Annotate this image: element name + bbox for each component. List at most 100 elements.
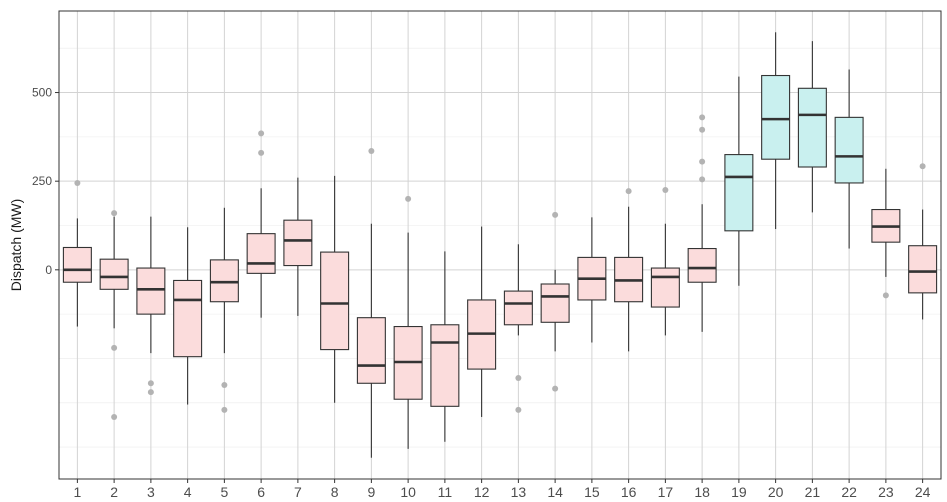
box-5 [209, 207, 239, 413]
box-body [209, 259, 239, 303]
box-body [834, 116, 864, 184]
box-17 [650, 187, 680, 336]
box-body [761, 74, 791, 160]
box-12 [467, 226, 497, 417]
box-series [62, 32, 938, 458]
box-14 [540, 211, 570, 392]
x-tick-label: 1 [73, 484, 81, 500]
box-body [430, 324, 460, 407]
box-11 [430, 251, 460, 442]
box-body [724, 154, 754, 232]
box-body [687, 247, 717, 283]
x-tick-label: 22 [841, 484, 857, 500]
box-body [540, 283, 570, 323]
box-body [503, 290, 533, 326]
outlier-point [882, 292, 889, 299]
box-body [62, 246, 92, 283]
box-16 [614, 188, 644, 352]
x-tick-label: 24 [915, 484, 931, 500]
box-3 [136, 216, 166, 396]
box-body [99, 258, 129, 290]
box-4 [173, 227, 203, 405]
x-tick-label: 5 [220, 484, 228, 500]
outlier-point [258, 149, 265, 156]
box-body [908, 245, 938, 294]
outlier-point [111, 413, 118, 420]
x-tick-label: 23 [878, 484, 894, 500]
outlier-point [258, 130, 265, 137]
outlier-point [699, 176, 706, 183]
y-tick-label: 500 [32, 86, 52, 100]
outlier-point [405, 195, 412, 202]
outlier-point [662, 187, 669, 194]
outlier-point [74, 179, 81, 186]
x-axis: 1 2 3 4 5 6 7 8 9 10 11 12 13 14 15 16 17 18 19 20 21 22 23 24 [73, 479, 931, 500]
minor-gridlines [59, 47, 941, 448]
x-tick-label: 3 [147, 484, 155, 500]
outlier-point [221, 406, 228, 413]
box-10 [393, 195, 423, 449]
major-gridlines [59, 11, 941, 479]
box-6 [246, 130, 276, 318]
outlier-point [699, 126, 706, 133]
y-tick-label: 250 [32, 174, 52, 188]
x-tick-label: 17 [658, 484, 674, 500]
outlier-point [147, 389, 154, 396]
x-tick-label: 19 [731, 484, 747, 500]
outlier-point [368, 148, 375, 155]
x-tick-label: 14 [547, 484, 563, 500]
x-tick-label: 6 [257, 484, 265, 500]
x-tick-label: 7 [294, 484, 302, 500]
box-body [173, 279, 203, 358]
box-9 [356, 148, 386, 458]
box-19 [724, 76, 754, 286]
x-tick-label: 18 [694, 484, 710, 500]
outlier-point [111, 210, 118, 217]
x-tick-label: 11 [438, 484, 453, 500]
x-tick-label: 10 [400, 484, 416, 500]
outlier-point [699, 158, 706, 165]
box-body [246, 233, 276, 274]
x-tick-label: 15 [584, 484, 600, 500]
x-tick-label: 20 [768, 484, 784, 500]
box-21 [797, 41, 827, 213]
box-22 [834, 69, 864, 249]
box-18 [687, 114, 717, 332]
outlier-point [515, 374, 522, 381]
box-23 [871, 168, 901, 299]
outlier-point [221, 382, 228, 389]
x-tick-label: 9 [367, 484, 375, 500]
box-body [283, 219, 313, 267]
box-8 [320, 175, 350, 403]
box-20 [761, 32, 791, 230]
y-axis: 0 250 500 [32, 86, 59, 277]
box-13 [503, 244, 533, 413]
x-tick-label: 21 [805, 484, 821, 500]
box-body [136, 267, 166, 315]
outlier-point [515, 406, 522, 413]
x-tick-label: 13 [511, 484, 527, 500]
box-body [356, 317, 386, 384]
x-tick-label: 12 [474, 484, 490, 500]
box-24 [908, 163, 938, 320]
x-tick-label: 4 [184, 484, 192, 500]
outlier-point [111, 344, 118, 351]
box-7 [283, 177, 313, 316]
outlier-point [552, 385, 559, 392]
box-2 [99, 210, 129, 420]
outlier-point [552, 211, 559, 218]
y-axis-title: Dispatch (MW) [8, 199, 24, 292]
box-body [320, 251, 350, 351]
outlier-point [625, 188, 632, 195]
x-tick-label: 2 [110, 484, 118, 500]
y-tick-label: 0 [45, 263, 52, 277]
outlier-point [919, 163, 926, 170]
box-15 [577, 217, 607, 343]
box-body [650, 267, 680, 308]
x-tick-label: 8 [331, 484, 339, 500]
box-body [797, 87, 827, 168]
outlier-point [147, 380, 154, 387]
outlier-point [699, 114, 706, 121]
box-1 [62, 179, 92, 327]
